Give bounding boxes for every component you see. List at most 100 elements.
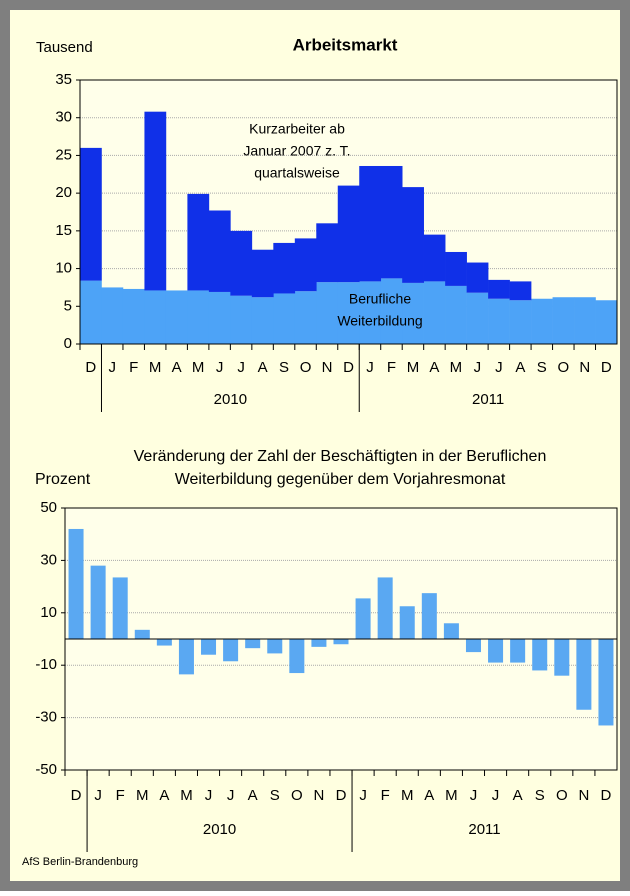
x-tick-label: O [556,787,568,804]
x-tick-label: M [192,359,205,376]
bar [510,639,526,663]
x-tick-label: A [258,359,268,376]
y-tick-label: 0 [64,335,72,352]
bar [201,639,217,655]
y-tick-label: -30 [35,709,57,726]
x-tick-label: S [279,359,289,376]
y-tick-label: 25 [55,146,72,163]
x-tick-label: M [136,787,149,804]
bar-segment [445,251,467,286]
bar-segment [531,298,553,344]
x-tick-label: M [450,359,463,376]
x-tick-label: O [557,359,569,376]
bar-segment [509,300,532,344]
y-tick-label: 30 [55,109,72,126]
bar [68,528,84,639]
bar [178,639,194,675]
bar-segment [445,285,467,344]
bar-segment [80,280,102,344]
x-group-label: 2010 [203,821,236,838]
bar-segment [273,293,296,344]
bar [156,639,172,646]
bar-segment [574,297,596,344]
bar-segment [337,185,360,283]
bar [333,639,349,645]
x-tick-label: M [407,359,420,376]
series-label: quartalsweise [254,165,340,181]
x-group-label: 2011 [472,391,504,408]
x-group-label: 2010 [214,391,247,408]
bar-segment [101,287,124,344]
x-tick-label: M [149,359,162,376]
x-tick-label: S [537,359,547,376]
x-tick-label: S [270,787,280,804]
series-label: Weiterbildung [337,313,422,329]
series-label: Kurzarbeiter ab [249,121,345,137]
bar [576,639,592,710]
bar-segment [509,281,532,301]
bar-segment [380,165,403,279]
y-tick-label: 15 [55,222,72,239]
bar-segment [208,291,231,344]
bar-segment [165,290,188,344]
x-tick-label: F [381,787,390,804]
bar [245,639,261,649]
chart-title: Veränderung der Zahl der Beschäftigten i… [134,448,547,465]
x-tick-label: N [322,359,333,376]
bar-segment [251,297,274,344]
bar-segment [187,193,210,291]
bar-segment [294,238,317,292]
bar [554,639,570,676]
series-label: Januar 2007 z. T. [243,143,350,159]
x-tick-label: D [71,787,82,804]
bar-segment [144,290,167,344]
x-group-label: 2011 [468,821,500,838]
x-tick-label: J [237,359,245,376]
bar-segment [423,234,446,282]
bar-segment [122,288,145,344]
bar-segment [488,298,510,344]
bar [598,639,614,726]
bar-segment [423,281,446,344]
x-tick-label: N [313,787,324,804]
x-tick-label: F [116,787,125,804]
bar-segment [380,278,403,344]
x-tick-label: J [94,787,102,804]
bar-segment [595,300,618,344]
x-tick-label: D [85,359,96,376]
bar-segment [552,297,575,344]
bar-segment [359,165,382,282]
x-tick-label: A [424,787,434,804]
x-tick-label: D [343,359,354,376]
bar [377,577,393,639]
x-tick-label: S [535,787,545,804]
series-label: Berufliche [349,291,411,307]
x-tick-label: O [300,359,312,376]
bar-segment [488,279,510,299]
x-tick-label: D [601,787,612,804]
bar [421,593,437,639]
plot-border [64,507,618,771]
x-tick-label: J [366,359,374,376]
bar [223,639,239,662]
bar-segment [80,147,102,281]
y-tick-label: 20 [55,184,72,201]
y-tick-label: 10 [55,260,72,277]
x-tick-label: D [336,787,347,804]
x-tick-label: M [180,787,193,804]
footer: AfS Berlin-Brandenburg [22,856,138,868]
x-tick-label: F [387,359,396,376]
x-tick-label: M [401,787,414,804]
y-tick-label: -10 [35,656,57,673]
y-tick-label: 5 [64,297,72,314]
bar [311,639,327,647]
bar-segment [187,290,210,344]
x-tick-label: N [579,359,590,376]
y-tick-label: 10 [40,604,57,621]
bar-segment [230,295,253,344]
y-tick-label: 30 [40,551,57,568]
bar [355,598,371,639]
bar [134,629,150,639]
bar-segment [337,282,360,344]
